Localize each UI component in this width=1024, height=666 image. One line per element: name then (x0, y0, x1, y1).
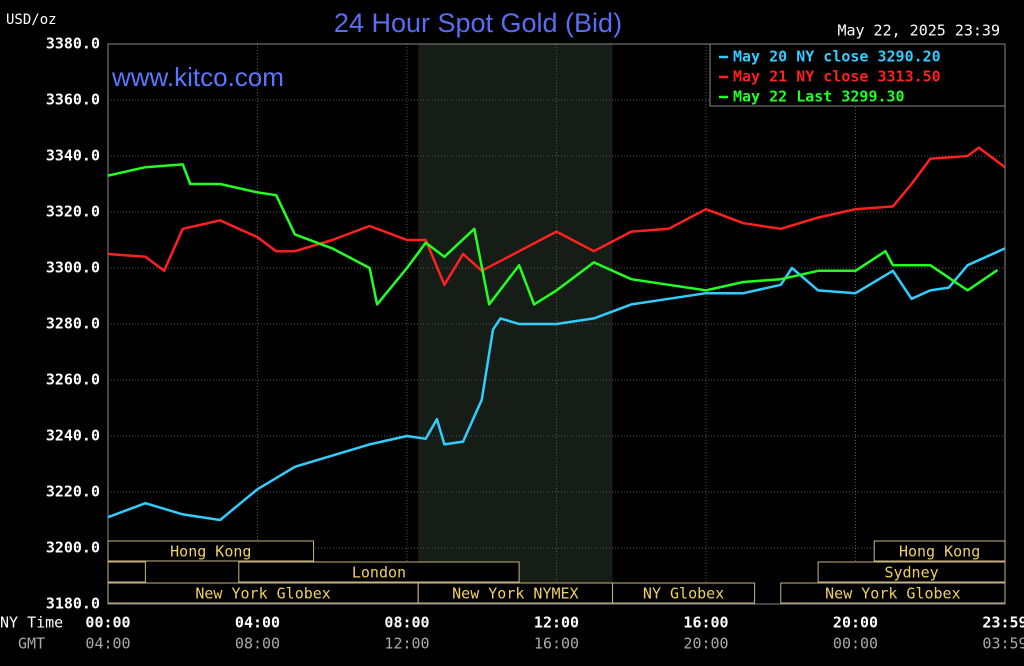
legend-box (709, 43, 1006, 107)
session-box (873, 540, 1006, 562)
y-tick-label: 3260.0 (46, 371, 100, 389)
x-tick-label: 00:00 (85, 614, 130, 632)
session-label: New York NYMEX (452, 585, 578, 603)
session-label: London (352, 564, 406, 582)
y-tick-label: 3320.0 (46, 203, 100, 221)
y-tick-label: 3300.0 (46, 259, 100, 277)
y-tick-label: 3340.0 (46, 147, 100, 165)
plot-frame (107, 43, 1006, 605)
x-axis-label: NY Time (0, 614, 63, 632)
legend: May 20 NY close 3290.20 May 21 NY close 3… (709, 43, 1006, 107)
timestamp: May 22, 2025 23:39 (837, 22, 1000, 40)
x2-tick-label: 03:59 (982, 635, 1024, 653)
unit-label: USD/oz (6, 12, 57, 28)
session-box (780, 582, 1006, 604)
legend-label: May 20 NY close 3290.20 (733, 48, 941, 66)
price-line (107, 146, 1006, 287)
session-label: New York Globex (825, 585, 960, 603)
x-tick-label: 20:00 (833, 614, 878, 632)
session-label: Hong Kong (170, 543, 251, 561)
y-tick-label: 3380.0 (46, 35, 100, 53)
watermark: www.kitco.com (111, 62, 284, 92)
session-box (612, 582, 756, 604)
x2-tick-label: 08:00 (235, 635, 280, 653)
y-tick-label: 3280.0 (46, 315, 100, 333)
session-box (107, 540, 315, 562)
session-box (817, 561, 1006, 583)
price-line (107, 163, 999, 306)
x-tick-label: 04:00 (235, 614, 280, 632)
session-box (238, 561, 520, 583)
session-label: NY Globex (643, 585, 724, 603)
price-line (107, 247, 1006, 522)
x-tick-label: 12:00 (534, 614, 579, 632)
session-box (107, 561, 146, 583)
y-tick-label: 3180.0 (46, 595, 100, 613)
chart-title: 24 Hour Spot Gold (Bid) (334, 8, 622, 38)
x2-tick-label: 16:00 (534, 635, 579, 653)
x2-tick-label: 00:00 (833, 635, 878, 653)
x-tick-label: 16:00 (683, 614, 728, 632)
legend-label: May 22 Last 3299.30 (733, 88, 905, 106)
x2-tick-label: 20:00 (683, 635, 728, 653)
legend-label: May 21 NY close 3313.50 (733, 68, 941, 86)
y-tick-label: 3200.0 (46, 539, 100, 557)
x2-tick-label: 12:00 (384, 635, 429, 653)
y-tick-label: 3240.0 (46, 427, 100, 445)
x2-tick-label: 04:00 (85, 635, 130, 653)
x2-axis-label: GMT (18, 635, 45, 653)
session-label: Sydney (884, 564, 938, 582)
x-tick-label: 08:00 (384, 614, 429, 632)
session-label: New York Globex (195, 585, 330, 603)
session-label: Hong Kong (899, 543, 980, 561)
x-tick-label: 23:59 (982, 614, 1024, 632)
y-tick-label: 3220.0 (46, 483, 100, 501)
y-tick-label: 3360.0 (46, 91, 100, 109)
